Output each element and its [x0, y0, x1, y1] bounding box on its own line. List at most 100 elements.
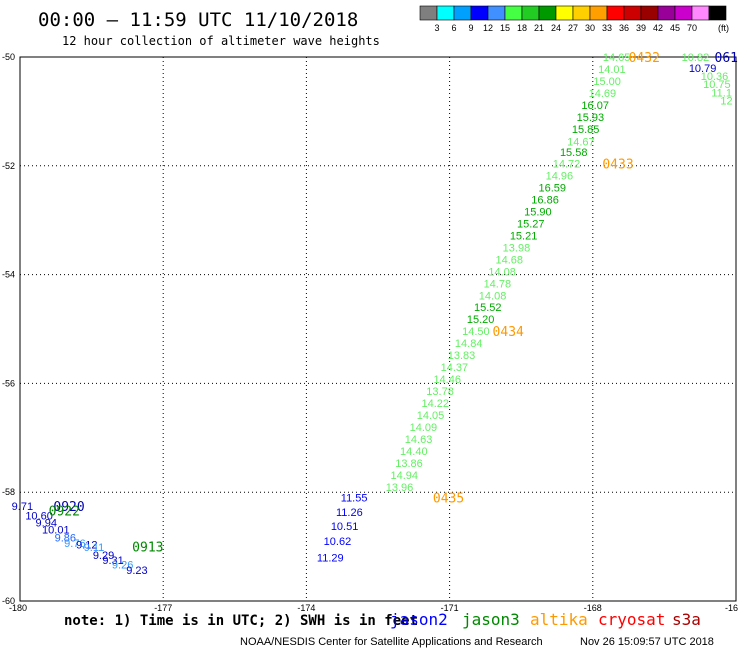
chart-title: 00:00 – 11:59 UTC 11/10/2018	[38, 9, 358, 31]
wave-height-label: 14.46	[433, 374, 461, 386]
y-tick-label: -56	[2, 378, 15, 388]
color-scale-legend: 3 6 9 12 15 18 21 24 27 30 33 36 39 42 45 70	[419, 5, 727, 33]
x-tick-label: -174	[297, 603, 315, 613]
x-tick-label: -171	[441, 603, 459, 613]
satellite-name: s3a	[672, 610, 701, 629]
legend-swatch	[504, 5, 523, 21]
wave-height-label: 16.59	[538, 183, 566, 195]
y-tick-label: -60	[2, 596, 15, 606]
legend-label: 6	[451, 23, 456, 33]
legend-label: 9	[468, 23, 473, 33]
pass-time-label: 0435	[433, 492, 464, 507]
satellite-name: altika	[530, 610, 588, 629]
satellite-name: cryosat	[598, 610, 665, 629]
wave-height-label: 10.82	[682, 52, 710, 64]
wave-height-label: 16.07	[581, 100, 609, 112]
wave-height-label: 10.01	[42, 525, 70, 537]
wave-height-label: 14.84	[455, 338, 483, 350]
wave-height-label: 14.67	[567, 136, 595, 148]
wave-height-label: 14.68	[496, 254, 524, 266]
wave-height-label: 13.83	[448, 350, 476, 362]
y-tick-label: -52	[2, 161, 15, 171]
wave-height-label: 16.86	[531, 195, 559, 207]
wave-height-label: 15.93	[577, 112, 605, 124]
legend-label: 33	[602, 23, 612, 33]
wave-height-label: 10.62	[324, 536, 352, 548]
x-tick-label: -168	[584, 603, 602, 613]
legend-label: 18	[517, 23, 527, 33]
pass-time-label: 0913	[132, 541, 163, 556]
wave-height-label: 15.27	[517, 218, 545, 230]
wave-height-label: 14.08	[479, 290, 507, 302]
pass-time-label: 0432	[629, 51, 660, 66]
legend-swatch	[538, 5, 557, 21]
pass-time-label: 0922	[49, 505, 80, 520]
credit-right: Nov 26 15:09:57 UTC 2018	[580, 636, 714, 648]
wave-height-label: 13.78	[426, 386, 454, 398]
legend-swatch	[453, 5, 472, 21]
chart-subtitle: 12 hour collection of altimeter wave hei…	[62, 34, 380, 48]
legend-label: 42	[653, 23, 663, 33]
pass-time-label: 061	[715, 51, 738, 66]
legend-label: 3	[434, 23, 439, 33]
legend-label: 39	[636, 23, 646, 33]
wave-height-label: 14.78	[484, 278, 512, 290]
wave-height-label: 15.52	[474, 302, 502, 314]
credit-left: NOAA/NESDIS Center for Satellite Applica…	[240, 636, 543, 648]
wave-height-label: 14.96	[546, 171, 574, 183]
wave-height-label: 13.86	[395, 458, 423, 470]
wave-height-label: 15.90	[524, 206, 552, 218]
legend-swatch	[521, 5, 540, 21]
wave-height-label: 13.98	[503, 242, 531, 254]
wave-height-label: 14.37	[441, 362, 469, 374]
legend-swatch	[691, 5, 710, 21]
wave-height-label: 14.22	[422, 398, 450, 410]
wave-height-label: 14.09	[410, 422, 438, 434]
wave-height-label: 9.71	[12, 501, 33, 513]
axis-ticks: -180 -177 -174 -171 -168 -16 -50 -52 -54 -56 -58 -6…	[2, 52, 738, 613]
wave-height-label: 14.01	[598, 64, 626, 76]
wave-height-label: 11.55	[341, 493, 368, 505]
satellite-legend: jason2 jason3 altika cryosat s3a	[390, 610, 701, 629]
legend-label: 24	[551, 23, 561, 33]
x-tick-label: -16	[725, 603, 738, 613]
legend-swatch	[708, 5, 727, 21]
grid-lines	[20, 57, 736, 601]
legend-swatch	[606, 5, 625, 21]
wave-height-label: 14.63	[405, 434, 433, 446]
wave-height-label: 9.23	[126, 565, 147, 577]
legend-swatch	[657, 5, 676, 21]
wave-height-label: 11.29	[317, 552, 344, 564]
wave-height-label: 9.76	[64, 538, 85, 550]
wave-height-label: 14.94	[390, 470, 418, 482]
pass-time-label: 0920	[53, 500, 84, 515]
wave-height-label: 14.08	[488, 266, 516, 278]
wave-height-label: 10.79	[689, 63, 717, 75]
plot-frame	[19, 56, 737, 602]
legend-swatch	[623, 5, 642, 21]
wave-height-label: 9.26	[112, 560, 133, 572]
legend-swatch	[589, 5, 608, 21]
footer-note: note: 1) Time is in UTC; 2) SWH is in fe…	[64, 613, 418, 629]
wave-height-label: 9.86	[55, 532, 76, 544]
wave-height-label: 14.05	[417, 410, 445, 422]
wave-height-label: 15.85	[572, 124, 600, 136]
wave-height-label: 12	[720, 96, 732, 108]
wave-height-label: 10.60	[25, 511, 53, 523]
y-tick-label: -50	[2, 52, 15, 62]
legend-swatch	[674, 5, 693, 21]
wave-height-label: 15.58	[560, 147, 588, 159]
legend-swatch	[436, 5, 455, 21]
legend-swatch	[419, 5, 438, 21]
wave-height-label: 10.75	[703, 79, 731, 91]
legend-swatch	[470, 5, 489, 21]
wave-height-label: 11.26	[336, 507, 363, 519]
satellite-name: jason2	[390, 610, 448, 629]
legend-swatch	[640, 5, 659, 21]
wave-height-label: 14.40	[400, 446, 428, 458]
y-tick-label: -54	[2, 270, 15, 280]
legend-label: 30	[585, 23, 595, 33]
wave-height-label: 14.50	[462, 326, 490, 338]
legend-label: 12	[483, 23, 493, 33]
